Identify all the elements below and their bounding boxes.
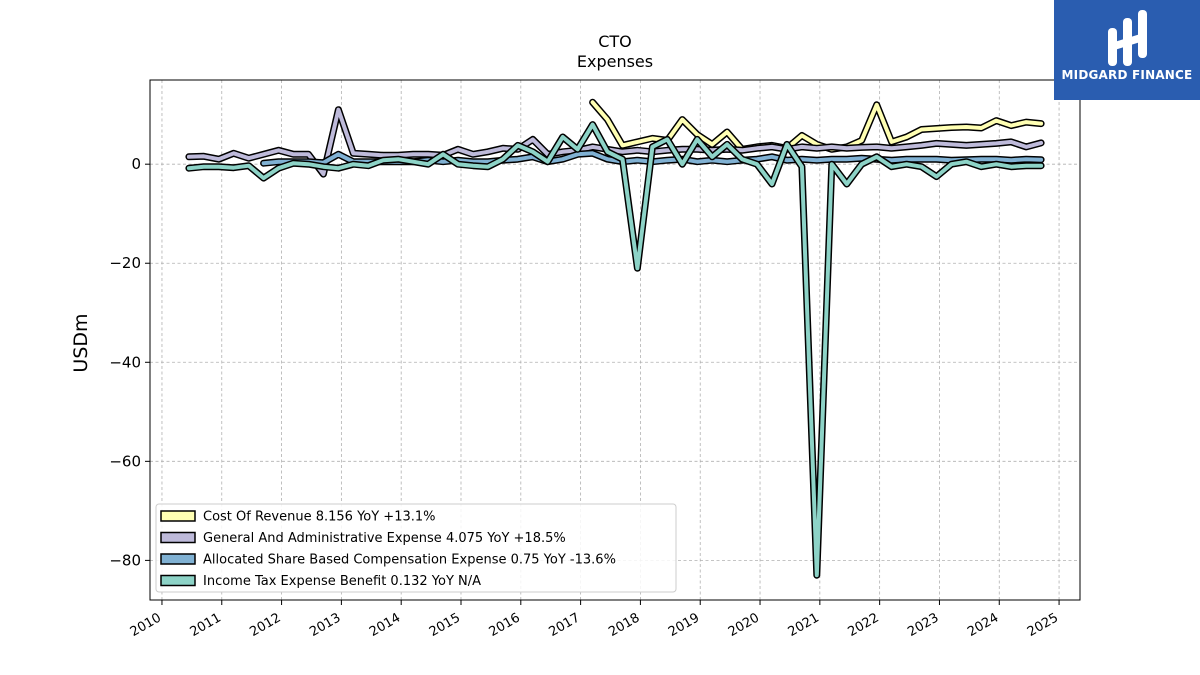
legend-entry: General And Administrative Expense 4.075… (203, 531, 566, 546)
x-tick-label: 2010 (128, 610, 164, 640)
series-stroke (186, 107, 1044, 177)
x-tick-label: 2025 (1025, 610, 1061, 640)
legend-swatch (160, 574, 196, 587)
y-tick-label: 0 (131, 155, 141, 173)
y-axis: 0 −20 −40 −60 −80 (109, 155, 150, 569)
midgard-finance-logo-icon (1108, 10, 1147, 66)
x-tick-label: 2020 (726, 610, 762, 640)
x-tick-label: 2022 (845, 610, 881, 640)
chart-subtitle: Expenses (577, 52, 653, 71)
x-tick-label: 2018 (606, 610, 642, 640)
series-layer (185, 98, 1045, 579)
x-tick-label: 2019 (666, 610, 702, 640)
x-tick-label: 2011 (188, 610, 224, 640)
y-tick-label: −80 (109, 551, 141, 569)
x-tick-label: 2013 (307, 610, 343, 640)
legend-swatch (160, 510, 196, 522)
x-tick-label: 2024 (965, 610, 1001, 640)
series-stroke (186, 122, 1044, 578)
y-tick-label: −20 (109, 254, 141, 272)
legend-swatch (160, 531, 196, 544)
x-tick-label: 2015 (427, 610, 463, 640)
plot-area-frame (149, 79, 1081, 601)
legend-entry: Allocated Share Based Compensation Expen… (203, 553, 616, 568)
legend-entry: Income Tax Expense Benefit 0.132 YoY N/A (203, 574, 481, 589)
brand-logo: MIDGARD FINANCE (1054, 0, 1200, 100)
legend-box (155, 503, 677, 593)
x-tick-label: 2016 (487, 610, 523, 640)
x-tick-label: 2017 (546, 610, 582, 640)
x-tick-label: 2012 (247, 610, 283, 640)
y-tick-label: −60 (109, 452, 141, 470)
y-tick-label: −40 (109, 353, 141, 371)
x-axis: 2010 2011 2012 2013 2014 2015 2016 2017 2018 2019… (128, 600, 1061, 640)
x-tick-label: 2021 (786, 610, 822, 640)
series-line-4 (185, 121, 1045, 579)
brand-name: MIDGARD FINANCE (1061, 68, 1193, 82)
legend-entry: Cost Of Revenue 8.156 YoY +13.1% (203, 510, 436, 525)
series-line-2 (185, 106, 1045, 178)
y-axis-label: USDm (70, 313, 92, 372)
legend: Cost Of Revenue 8.156 YoY +13.1% General … (155, 503, 677, 593)
x-tick-label: 2014 (367, 610, 403, 640)
x-tick-label: 2023 (905, 610, 941, 640)
legend-swatch (160, 553, 196, 565)
chart-title: CTO (598, 32, 632, 51)
